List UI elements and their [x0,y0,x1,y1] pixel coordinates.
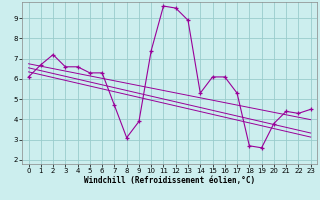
X-axis label: Windchill (Refroidissement éolien,°C): Windchill (Refroidissement éolien,°C) [84,176,255,185]
